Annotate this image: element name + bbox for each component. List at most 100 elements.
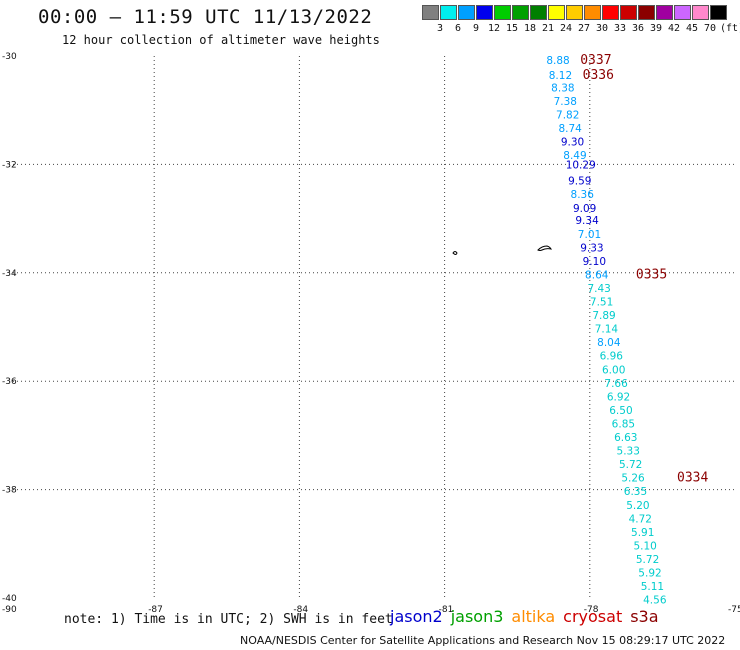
satellite-name: jason3	[450, 607, 504, 626]
wave-height-value: 7.38	[554, 96, 577, 108]
lat-label: -30	[2, 52, 17, 62]
legend-label: 6	[454, 23, 462, 34]
wave-height-value: 6.00	[602, 364, 625, 376]
wave-height-value: 8.88	[546, 55, 569, 67]
wave-height-value: 7.43	[587, 283, 610, 295]
wave-height-value: 4.72	[629, 513, 652, 525]
wave-height-value: 6.96	[600, 351, 624, 363]
legend-label: 45	[685, 23, 699, 34]
wave-height-value: 5.20	[626, 500, 649, 512]
wave-height-value: 9.33	[580, 242, 603, 254]
lon-label: -84	[293, 605, 308, 615]
legend-unit: (ft)	[719, 23, 740, 34]
lon-label: -87	[148, 605, 163, 615]
wave-height-value: 5.10	[633, 540, 656, 552]
legend-swatch	[602, 5, 619, 20]
legend-label: 24	[559, 23, 573, 34]
satellite-name: s3a	[630, 607, 659, 626]
islands	[452, 245, 552, 255]
lat-label: -36	[2, 377, 17, 387]
wave-height-value: 8.04	[597, 337, 621, 349]
legend-swatch	[512, 5, 529, 20]
legend-swatch	[530, 5, 547, 20]
wave-height-value: 8.38	[551, 82, 574, 94]
wave-height-value: 9.34	[575, 215, 599, 227]
lon-label: -75	[728, 605, 740, 615]
wave-height-value: 8.36	[571, 189, 595, 201]
legend-swatch	[422, 5, 439, 20]
wave-height-value: 9.59	[568, 176, 591, 188]
wave-height-value: 5.72	[619, 459, 642, 471]
note-text: note: 1) Time is in UTC; 2) SWH is in fe…	[64, 612, 393, 627]
legend-label: 9	[472, 23, 480, 34]
legend-label: 12	[487, 23, 501, 34]
wave-height-value: 5.26	[621, 473, 645, 485]
lat-label: -38	[2, 486, 17, 496]
legend-label: 15	[505, 23, 519, 34]
wave-height-value: 9.10	[583, 256, 606, 268]
time-mark: 0334	[677, 471, 708, 486]
legend-label: 42	[667, 23, 681, 34]
wave-height-value: 8.49	[563, 150, 586, 162]
lon-label: -78	[584, 605, 599, 615]
footer-credit: NOAA/NESDIS Center for Satellite Applica…	[240, 634, 726, 647]
legend-swatch	[656, 5, 673, 20]
lat-label: -34	[2, 269, 17, 279]
legend-swatch	[566, 5, 583, 20]
legend-label: 70	[703, 23, 717, 34]
wave-height-value: 5.92	[638, 568, 661, 580]
legend-swatch	[692, 5, 709, 20]
lat-label: -40	[2, 594, 17, 604]
legend-swatch	[476, 5, 493, 20]
wave-height-value: 5.72	[636, 554, 659, 566]
legend-swatch	[638, 5, 655, 20]
wave-height-value: 8.64	[585, 269, 609, 281]
wave-height-value: 8.74	[558, 123, 582, 135]
wave-height-value: 7.51	[590, 297, 613, 309]
legend-swatch	[494, 5, 511, 20]
legend-label: 39	[649, 23, 663, 34]
legend-swatch	[440, 5, 457, 20]
island-large	[537, 245, 552, 251]
legend-label: 30	[595, 23, 609, 34]
island-small	[452, 251, 458, 255]
wave-height-value: 9.30	[561, 137, 584, 149]
wave-height-value: 10.29	[566, 159, 596, 171]
legend-label: 33	[613, 23, 627, 34]
legend-swatch	[674, 5, 691, 20]
wave-height-value: 6.85	[612, 418, 635, 430]
wave-height-value: 6.92	[607, 391, 630, 403]
lon-label: -90	[2, 605, 17, 615]
legend-swatch	[710, 5, 727, 20]
legend-label: 27	[577, 23, 591, 34]
wave-height-value: 7.89	[592, 310, 615, 322]
wave-height-value: 6.50	[609, 405, 632, 417]
satellite-name: jason2	[390, 607, 443, 626]
legend-swatch	[620, 5, 637, 20]
wave-height-value: 4.56	[643, 595, 667, 607]
legend-label: 18	[523, 23, 537, 34]
legend-label: 21	[541, 23, 555, 34]
satellite-legend: jason2 jason3 altika cryosat s3a	[390, 607, 667, 626]
time-mark: 0335	[636, 267, 667, 282]
wave-height-value: 6.35	[624, 486, 647, 498]
wave-height-value: 7.01	[578, 229, 601, 241]
map-title: 00:00 – 11:59 UTC 11/13/2022	[38, 6, 373, 28]
map-subtitle: 12 hour collection of altimeter wave hei…	[62, 33, 380, 47]
wave-height-value: 9.09	[573, 203, 596, 215]
wave-height-value: 7.82	[556, 110, 579, 122]
lat-label: -32	[2, 160, 17, 170]
legend-swatch	[584, 5, 601, 20]
wave-height-value: 7.14	[595, 324, 619, 336]
legend-label: 36	[631, 23, 645, 34]
legend-label: 3	[436, 23, 444, 34]
legend-swatch	[458, 5, 475, 20]
wave-height-value: 8.12	[549, 70, 572, 82]
lon-label: -81	[439, 605, 454, 615]
wave-height-value: 6.63	[614, 432, 637, 444]
legend-swatch	[548, 5, 565, 20]
wave-height-value: 5.11	[641, 581, 664, 593]
